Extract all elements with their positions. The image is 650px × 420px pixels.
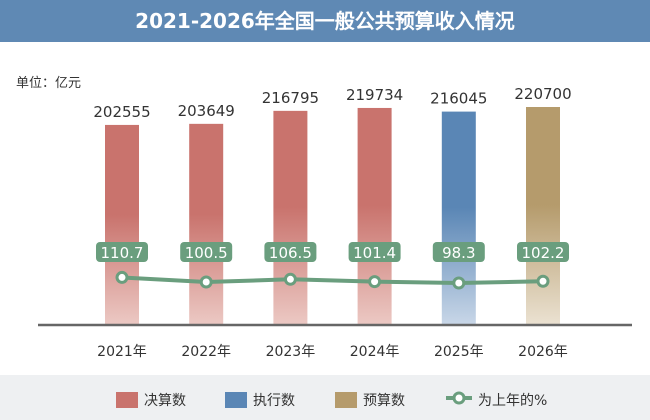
growth-point [115, 270, 129, 284]
bar-value-label: 220700 [514, 85, 571, 103]
growth-label-box [517, 242, 569, 262]
chart-plot: 110.7 100.5 106.5 101.4 98.3 102.2 202555 2021… [38, 85, 632, 360]
growth-label-box [96, 242, 148, 262]
legend-swatch [116, 392, 138, 408]
x-tick-label: 2024年 [350, 344, 400, 360]
bar-value-label: 202555 [93, 103, 150, 121]
legend-item: 为上年的% [446, 390, 547, 410]
growth-value-label: 98.3 [442, 244, 475, 262]
bar-2025年 [441, 111, 476, 325]
bar-2021年 [105, 124, 139, 325]
bar-2026年 [526, 107, 560, 325]
growth-value-label: 101.4 [353, 244, 396, 262]
growth-label-box [180, 242, 233, 262]
growth-label-box [432, 242, 485, 262]
growth-point [199, 275, 213, 289]
growth-line [121, 275, 544, 286]
bar-value-label: 203649 [178, 102, 235, 120]
bar-value-label: 216795 [262, 89, 319, 107]
legend-label: 预算数 [363, 393, 405, 409]
growth-point [283, 272, 297, 286]
growth-value-label: 100.5 [185, 244, 228, 262]
bar-2022年 [189, 123, 224, 325]
bar-2024年 [357, 107, 392, 325]
x-tick-label: 2026年 [518, 344, 568, 360]
growth-point [452, 276, 466, 290]
x-tick-label: 2023年 [266, 344, 316, 360]
legend-label: 执行数 [253, 393, 295, 409]
legend-label: 为上年的% [478, 393, 548, 409]
legend-item: 预算数 [335, 390, 405, 410]
legend: 决算数 执行数 预算数 为上年的% [0, 375, 650, 420]
x-tick-label: 2021年 [97, 344, 147, 360]
bar-2023年 [273, 110, 308, 325]
growth-value-label: 102.2 [522, 244, 565, 262]
growth-value-label: 106.5 [269, 244, 312, 262]
legend-item: 决算数 [116, 390, 186, 410]
legend-item: 执行数 [225, 390, 295, 410]
growth-point [536, 274, 550, 288]
legend-line-icon [446, 390, 472, 410]
chart-title: 2021-2026年全国一般公共预算收入情况 [0, 0, 650, 42]
bar-value-label: 219734 [346, 86, 403, 104]
growth-label-box [348, 242, 401, 262]
legend-swatch [335, 392, 357, 408]
x-tick-label: 2022年 [181, 344, 231, 360]
unit-label: 单位：亿元 [16, 76, 82, 91]
legend-label: 决算数 [144, 393, 186, 409]
growth-label-box [264, 242, 317, 262]
x-tick-label: 2025年 [434, 344, 484, 360]
growth-value-label: 110.7 [101, 244, 144, 262]
legend-swatch [225, 392, 247, 408]
growth-point [368, 275, 382, 289]
bar-value-label: 216045 [430, 90, 487, 108]
